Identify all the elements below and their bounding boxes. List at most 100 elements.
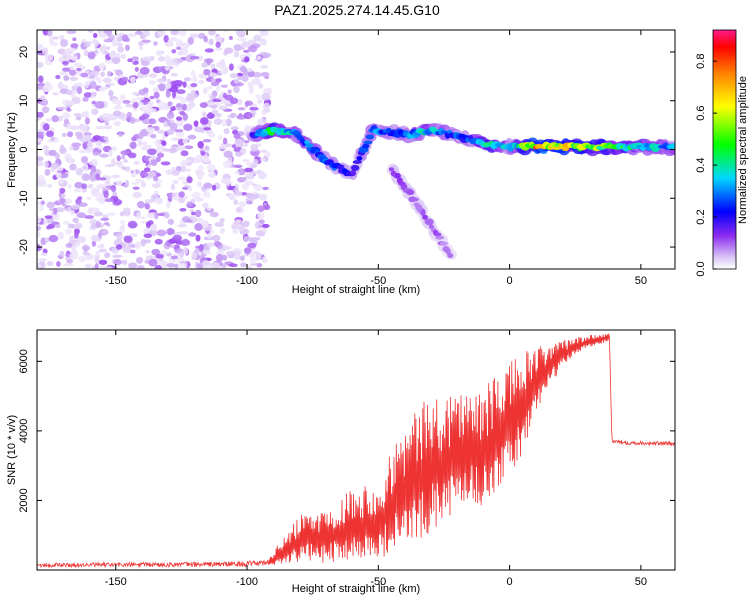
noise-blob [129, 233, 138, 238]
noise-blob [218, 94, 224, 101]
noise-blob [183, 123, 193, 131]
noise-blob [61, 132, 67, 138]
noise-blob [249, 106, 259, 111]
x-tick-label: -100 [236, 576, 258, 588]
noise-blob [132, 169, 137, 178]
noise-blob [220, 84, 229, 88]
noise-blob [48, 234, 59, 243]
noise-blob [147, 148, 157, 156]
colorbar-tick-label: 0.8 [695, 54, 707, 69]
noise-blob [221, 118, 227, 127]
noise-blob [154, 211, 159, 220]
noise-blob [139, 171, 149, 178]
noise-blob [46, 261, 54, 267]
noise-blob [197, 181, 202, 188]
noise-blob [120, 53, 126, 60]
ridge-cell-main_track [362, 143, 370, 149]
noise-blob [257, 171, 267, 180]
noise-blob [234, 250, 241, 258]
noise-blob [175, 103, 183, 108]
noise-blob [73, 188, 84, 193]
noise-blob [74, 232, 79, 239]
noise-blob [139, 67, 150, 75]
noise-blob [104, 198, 114, 203]
noise-blob [166, 78, 172, 83]
noise-blob [134, 30, 143, 35]
noise-blob [223, 160, 233, 169]
colorbar-label: Normalized spectral amplitude [737, 76, 749, 224]
noise-blob [87, 141, 94, 149]
noise-blob [248, 45, 258, 53]
ridge-cell-main_track [365, 134, 375, 140]
noise-blob [44, 237, 50, 243]
x-tick-label: -50 [370, 275, 386, 287]
noise-blob [106, 212, 116, 216]
noise-blob [242, 158, 250, 163]
noise-blob [240, 262, 247, 268]
noise-blob [44, 215, 53, 219]
noise-blob [103, 125, 113, 130]
noise-blob [256, 263, 263, 268]
noise-blob [82, 252, 91, 256]
noise-blob [144, 93, 149, 99]
noise-blob [227, 89, 232, 94]
noise-blob [155, 253, 164, 259]
noise-blob [185, 168, 192, 173]
noise-blob [103, 266, 113, 269]
noise-blob [40, 252, 48, 257]
noise-blob [116, 102, 121, 107]
noise-blob [108, 149, 113, 157]
noise-blob [95, 125, 105, 130]
noise-blob [156, 152, 165, 158]
noise-blob [103, 135, 109, 141]
noise-blob [159, 106, 165, 111]
noise-blob [103, 50, 109, 55]
noise-blob [107, 82, 115, 86]
noise-blob [160, 161, 171, 166]
noise-blob [237, 224, 245, 232]
noise-blob [52, 91, 60, 96]
snr-y-axis-label: SNR (10 * v/v) [6, 415, 18, 485]
noise-blob [59, 39, 69, 47]
noise-blob [66, 206, 72, 213]
noise-blob [226, 250, 236, 256]
noise-blob [243, 236, 251, 242]
noise-blob [81, 245, 91, 252]
noise-blob [116, 155, 121, 162]
noise-blob [42, 47, 49, 55]
noise-blob [167, 218, 175, 225]
noise-blob [44, 168, 51, 176]
noise-blob [154, 264, 163, 269]
noise-blob [37, 160, 44, 167]
noise-blob [55, 207, 65, 213]
noise-blob [181, 186, 189, 191]
noise-blob [144, 202, 150, 210]
noise-blob [263, 204, 271, 211]
noise-blob [129, 116, 136, 125]
noise-blob [188, 101, 196, 108]
noise-blob [257, 118, 267, 126]
noise-blob [205, 129, 214, 135]
noise-blob [143, 233, 153, 238]
noise-blob [106, 70, 112, 77]
noise-blob [37, 216, 42, 224]
noise-blob [219, 218, 225, 223]
noise-blob [230, 126, 239, 131]
noise-blob [46, 201, 55, 209]
noise-blob [233, 50, 240, 58]
noise-blob [187, 134, 197, 140]
noise-blob [120, 219, 125, 225]
noise-blob [156, 78, 166, 83]
noise-blob [247, 81, 254, 88]
ridge-cell-descending_branch [420, 209, 426, 216]
noise-blob [131, 56, 140, 61]
noise-blob [154, 238, 163, 245]
x-tick-label: -150 [105, 275, 127, 287]
noise-blob [258, 30, 267, 33]
noise-blob [86, 196, 92, 200]
noise-blob [179, 250, 185, 258]
noise-blob [69, 66, 74, 71]
noise-blob [260, 157, 267, 162]
noise-blob [170, 191, 181, 200]
noise-blob [147, 144, 152, 148]
